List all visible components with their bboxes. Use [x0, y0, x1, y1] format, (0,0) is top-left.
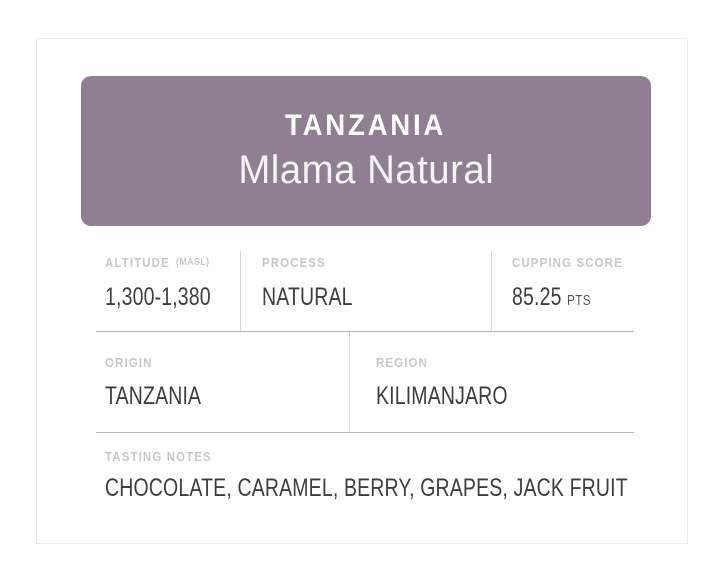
region-label: REGION	[376, 355, 429, 370]
cupping-score-label: CUPPING SCORE	[512, 255, 623, 270]
cupping-score-value: 85.25 PTS	[512, 283, 607, 315]
spec-row-1: ALTITUDE (MASL) 1,300-1,380 PROCESS NATUR…	[96, 251, 634, 332]
field-process: PROCESS NATURAL	[240, 251, 491, 331]
altitude-value: 1,300-1,380	[105, 283, 211, 311]
header-lot-name: Mlama Natural	[238, 147, 494, 192]
altitude-unit-note: (MASL)	[176, 257, 210, 268]
field-origin: ORIGIN TANZANIA	[96, 332, 349, 432]
field-tasting-notes: TASTING NOTES CHOCOLATE, CARAMEL, BERRY,…	[96, 433, 634, 503]
field-altitude: ALTITUDE (MASL) 1,300-1,380	[96, 251, 240, 331]
field-region: REGION KILIMANJARO	[349, 332, 634, 432]
origin-value: TANZANIA	[105, 382, 202, 410]
tasting-notes-label: TASTING NOTES	[105, 449, 212, 464]
header-band: TANZANIA Mlama Natural	[81, 76, 651, 226]
spec-grid: ALTITUDE (MASL) 1,300-1,380 PROCESS NATUR…	[96, 251, 634, 502]
process-label: PROCESS	[262, 255, 326, 270]
field-cupping-score: CUPPING SCORE 85.25 PTS	[491, 251, 634, 331]
coffee-label-card: TANZANIA Mlama Natural ALTITUDE (MASL) 1,…	[36, 38, 688, 544]
altitude-label-text: ALTITUDE	[105, 255, 170, 270]
process-value: NATURAL	[262, 283, 353, 311]
origin-label: ORIGIN	[105, 355, 153, 370]
cupping-score-number: 85.25	[512, 283, 562, 311]
region-value: KILIMANJARO	[376, 382, 508, 410]
cupping-score-unit: PTS	[567, 292, 591, 309]
header-country-title: TANZANIA	[285, 108, 447, 142]
spec-row-2: ORIGIN TANZANIA REGION KILIMANJARO	[96, 332, 634, 433]
tasting-notes-value: CHOCOLATE, CARAMEL, BERRY, GRAPES, JACK …	[105, 474, 628, 502]
altitude-label: ALTITUDE (MASL)	[105, 256, 224, 270]
